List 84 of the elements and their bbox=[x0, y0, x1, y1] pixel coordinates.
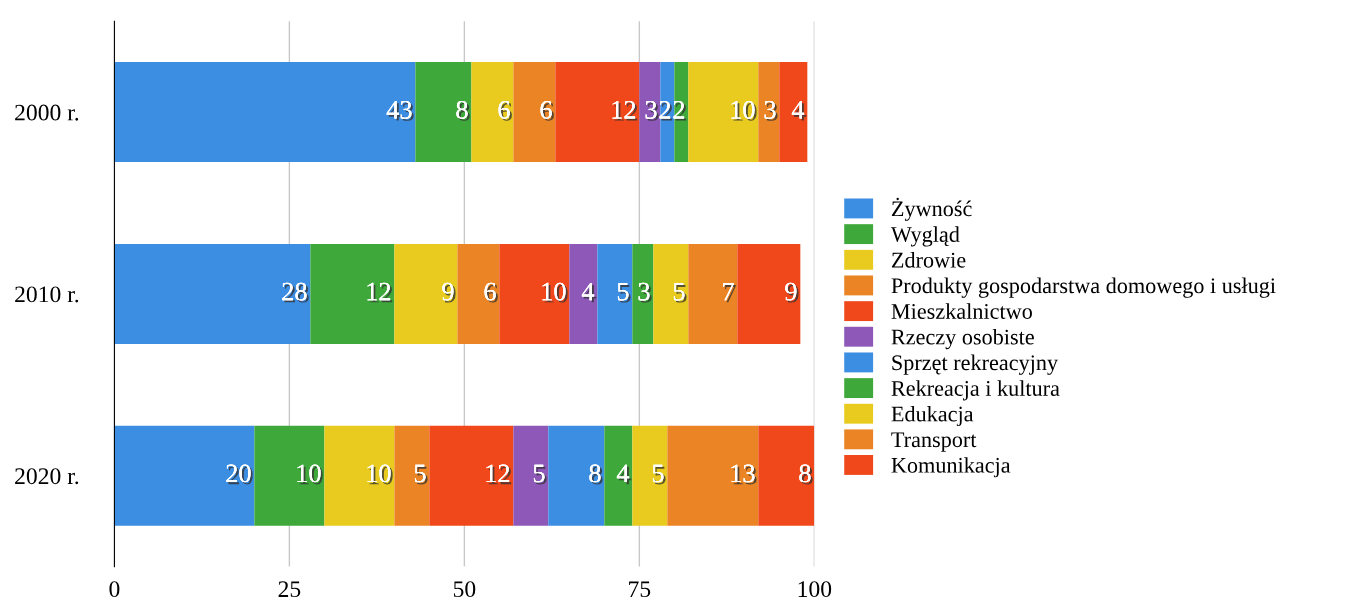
x-tick-label: 50 bbox=[453, 581, 476, 598]
data-label: 8 bbox=[799, 464, 813, 485]
data-label: 8 bbox=[456, 100, 470, 121]
data-label: 3 bbox=[764, 100, 778, 121]
data-label: 4 bbox=[616, 464, 632, 485]
bar bbox=[632, 425, 668, 526]
data-label: 5 bbox=[533, 464, 547, 485]
bar bbox=[324, 425, 395, 526]
bar bbox=[254, 425, 325, 526]
bar bbox=[569, 243, 598, 344]
data-label: 6 bbox=[484, 282, 498, 303]
bar bbox=[429, 425, 514, 526]
data-label: 6 bbox=[498, 100, 512, 121]
data-label: 2 bbox=[659, 100, 673, 121]
x-tick-label: 100 bbox=[798, 581, 832, 598]
y-tick-label: 2010 r. bbox=[15, 286, 79, 303]
data-label: 43 bbox=[386, 100, 414, 121]
y-tick-label: 2020 r. bbox=[15, 468, 79, 485]
bar bbox=[688, 62, 759, 163]
data-label: 10 bbox=[542, 282, 568, 303]
x-tick-label: 25 bbox=[278, 581, 301, 598]
bar bbox=[779, 62, 808, 163]
legend-label: Transport bbox=[891, 432, 977, 452]
x-tick-label: 0 bbox=[109, 581, 120, 598]
data-label: 6 bbox=[540, 100, 554, 121]
data-label: 4 bbox=[581, 282, 597, 303]
bar bbox=[555, 62, 640, 163]
bar bbox=[114, 425, 255, 526]
bar bbox=[394, 243, 458, 344]
bar bbox=[513, 425, 549, 526]
legend-label: Edukacja bbox=[891, 405, 974, 427]
bar bbox=[310, 243, 395, 344]
y-tick-label: 2000 r. bbox=[15, 104, 79, 121]
legend-label: Sprzęt rekreacyjny bbox=[892, 354, 1058, 375]
bar bbox=[604, 425, 633, 526]
data-label: 12 bbox=[486, 464, 512, 485]
data-label: 9 bbox=[785, 282, 799, 303]
bar bbox=[499, 243, 570, 344]
bar bbox=[513, 62, 556, 163]
bar bbox=[394, 425, 430, 526]
bar bbox=[548, 425, 605, 526]
data-label: 5 bbox=[652, 464, 666, 485]
legend-label: Mieszkalnictwo bbox=[891, 303, 1032, 319]
data-label: 8 bbox=[589, 464, 603, 485]
bar bbox=[114, 243, 311, 344]
legend-label: Komunikacja bbox=[891, 457, 1011, 478]
bar bbox=[653, 243, 689, 344]
data-label: 9 bbox=[442, 282, 456, 303]
bar bbox=[758, 425, 815, 526]
data-label: 13 bbox=[731, 464, 757, 485]
bar bbox=[688, 243, 738, 344]
bar bbox=[737, 243, 801, 344]
legend-label: Rzeczy osobiste bbox=[891, 328, 1034, 350]
legend-label: Żywność bbox=[891, 197, 972, 221]
bar bbox=[632, 243, 654, 344]
bar bbox=[758, 62, 780, 163]
bar bbox=[415, 62, 472, 163]
data-label: 5 bbox=[673, 282, 687, 303]
x-tick-label: 75 bbox=[629, 581, 651, 598]
data-label: 3 bbox=[645, 100, 659, 121]
bar bbox=[639, 62, 661, 163]
legend-label: Produkty gospodarstwa domowego i usługi bbox=[891, 277, 1276, 298]
data-label: 12 bbox=[612, 100, 638, 121]
legend-label: Zdrowie bbox=[891, 252, 966, 268]
bar bbox=[457, 243, 500, 344]
legend-label: Wygląd bbox=[890, 226, 960, 247]
bar bbox=[660, 62, 675, 163]
data-label: 20 bbox=[226, 464, 253, 485]
data-label: 28 bbox=[282, 282, 309, 303]
data-label: 10 bbox=[367, 464, 393, 485]
data-label: 5 bbox=[617, 282, 631, 303]
data-label: 10 bbox=[731, 100, 757, 121]
data-label: 7 bbox=[723, 282, 736, 303]
data-label: 12 bbox=[367, 282, 393, 303]
data-label: 4 bbox=[791, 101, 807, 121]
data-label: 3 bbox=[638, 282, 652, 303]
legend-label: Rekreacja i kultura bbox=[891, 380, 1060, 401]
bar bbox=[597, 243, 633, 344]
bar bbox=[114, 62, 416, 163]
bar bbox=[471, 62, 514, 163]
bar bbox=[667, 425, 759, 526]
data-label: 5 bbox=[414, 464, 428, 485]
data-label: 10 bbox=[297, 464, 323, 485]
bar bbox=[674, 62, 689, 163]
